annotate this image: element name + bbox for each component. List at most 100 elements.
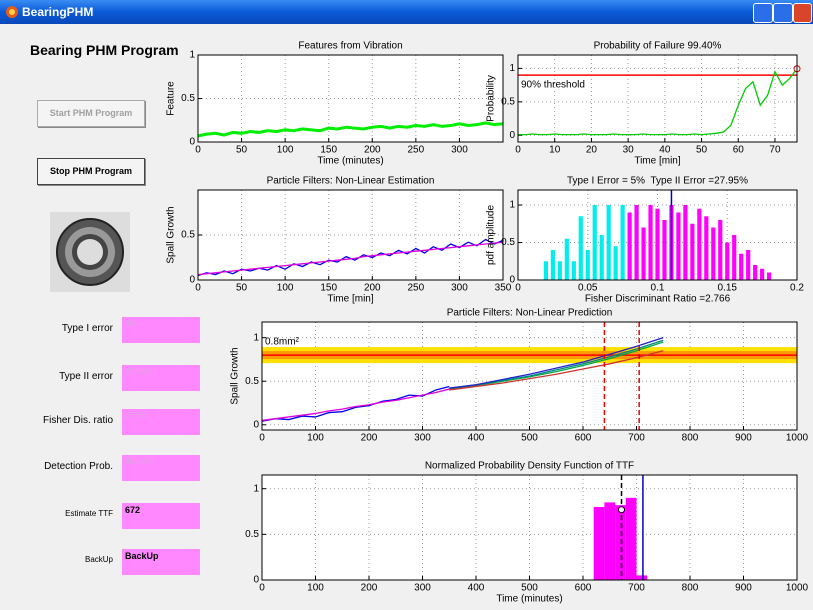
bar: [614, 246, 618, 280]
app-icon: [4, 4, 20, 20]
bar: [767, 273, 771, 281]
y-axis-label: Spall Growth: [166, 206, 177, 263]
bar: [641, 228, 645, 281]
x-tick-label: 100: [307, 583, 324, 594]
bar: [600, 235, 604, 280]
chart-title: Particle Filters: Non-Linear Prediction: [447, 308, 613, 319]
x-tick-label: 900: [735, 583, 752, 594]
y-tick-label: 0.5: [181, 230, 195, 241]
y-tick-label: 0: [253, 575, 259, 586]
bar: [683, 205, 687, 280]
x-tick-label: 250: [408, 145, 425, 156]
title-bar: BearingPHM: [0, 0, 813, 24]
x-tick-label: 1000: [786, 583, 809, 594]
x-tick-label: 1000: [786, 433, 809, 444]
x-tick-label: 200: [361, 433, 378, 444]
x-tick-label: 900: [735, 433, 752, 444]
bar: [551, 250, 555, 280]
x-tick-label: 150: [320, 283, 337, 294]
bar: [732, 235, 736, 280]
x-tick-label: 150: [320, 145, 337, 156]
x-tick-label: 250: [408, 283, 425, 294]
x-axis-label: Time (minutes): [496, 594, 562, 605]
x-tick-label: 0.15: [718, 283, 738, 294]
x-tick-label: 40: [659, 145, 671, 156]
x-tick-label: 20: [586, 145, 598, 156]
x-tick-label: 0: [259, 433, 265, 444]
bar: [565, 239, 569, 280]
x-tick-label: 200: [361, 583, 378, 594]
bar: [655, 209, 659, 280]
x-tick-label: 700: [628, 583, 645, 594]
button[interactable]: Stop PHM Program: [37, 158, 145, 185]
field-value: 672: [122, 503, 200, 529]
marker: [619, 507, 625, 513]
bar: [579, 216, 583, 280]
x-tick-label: 10: [549, 145, 561, 156]
plot-area: [518, 55, 797, 142]
x-axis-label: Time [min]: [327, 294, 374, 305]
y-tick-label: 0.5: [245, 376, 259, 387]
x-tick-label: 300: [414, 433, 431, 444]
y-axis-label: pdf amplitude: [486, 205, 497, 265]
bar: [604, 502, 615, 580]
field-value: 95.48%: [122, 455, 200, 481]
field-value: 5%: [122, 317, 200, 343]
chart-title: Features from Vibration: [298, 41, 402, 52]
threshold-label: 0.8mm²: [265, 337, 300, 348]
x-tick-label: 50: [236, 145, 248, 156]
bar: [594, 507, 605, 580]
bar: [615, 505, 626, 580]
x-tick-label: 0.1: [651, 283, 665, 294]
x-axis-label: Fisher Discriminant Ratio =2.766: [585, 294, 731, 305]
bar: [690, 224, 694, 280]
chart-title: Probability of Failure 99.40%: [594, 41, 722, 52]
bar: [725, 243, 729, 281]
bar: [544, 261, 548, 280]
field-label: Fisher Dis. ratio: [43, 415, 113, 426]
y-tick-label: 0.5: [181, 93, 195, 104]
field-label: Detection Prob.: [44, 461, 113, 472]
close-button[interactable]: [793, 3, 812, 23]
x-tick-label: 60: [733, 145, 745, 156]
field-label: BackUp: [85, 555, 113, 564]
field-label: Estimate TTF: [65, 509, 113, 518]
restore-button[interactable]: [773, 3, 793, 23]
x-tick-label: 300: [451, 145, 468, 156]
minimize-button[interactable]: [753, 3, 773, 23]
x-tick-label: 50: [236, 283, 248, 294]
button: Start PHM Program: [37, 100, 145, 127]
field-label: Type I error: [62, 323, 113, 334]
app-title: Bearing PHM Program: [30, 42, 179, 58]
bar: [753, 265, 757, 280]
y-tick-label: 0: [509, 275, 515, 286]
bar: [637, 575, 648, 580]
x-tick-label: 200: [364, 145, 381, 156]
bar: [760, 269, 764, 280]
chart-title: Normalized Probability Density Function …: [425, 461, 634, 472]
bar: [704, 216, 708, 280]
y-axis-label: Feature: [166, 81, 177, 116]
x-tick-label: 500: [521, 433, 538, 444]
x-tick-label: 400: [468, 433, 485, 444]
x-tick-label: 100: [277, 283, 294, 294]
window-title: BearingPHM: [22, 5, 93, 19]
bar: [746, 250, 750, 280]
y-tick-label: 0.5: [501, 237, 515, 248]
x-tick-label: 800: [682, 433, 699, 444]
x-tick-label: 600: [575, 433, 592, 444]
bar: [662, 220, 666, 280]
y-tick-label: 0.5: [245, 529, 259, 540]
x-axis-label: Time [min]: [634, 156, 681, 167]
bar: [711, 228, 715, 281]
bar: [586, 250, 590, 280]
bar: [739, 254, 743, 280]
x-tick-label: 300: [414, 583, 431, 594]
y-tick-label: 1: [509, 200, 515, 211]
bar: [593, 205, 597, 280]
y-tick-label: 1: [509, 63, 515, 74]
bar: [626, 498, 637, 580]
field-value: 27.95%: [122, 365, 200, 391]
x-tick-label: 0: [259, 583, 265, 594]
x-tick-label: 0: [515, 283, 521, 294]
